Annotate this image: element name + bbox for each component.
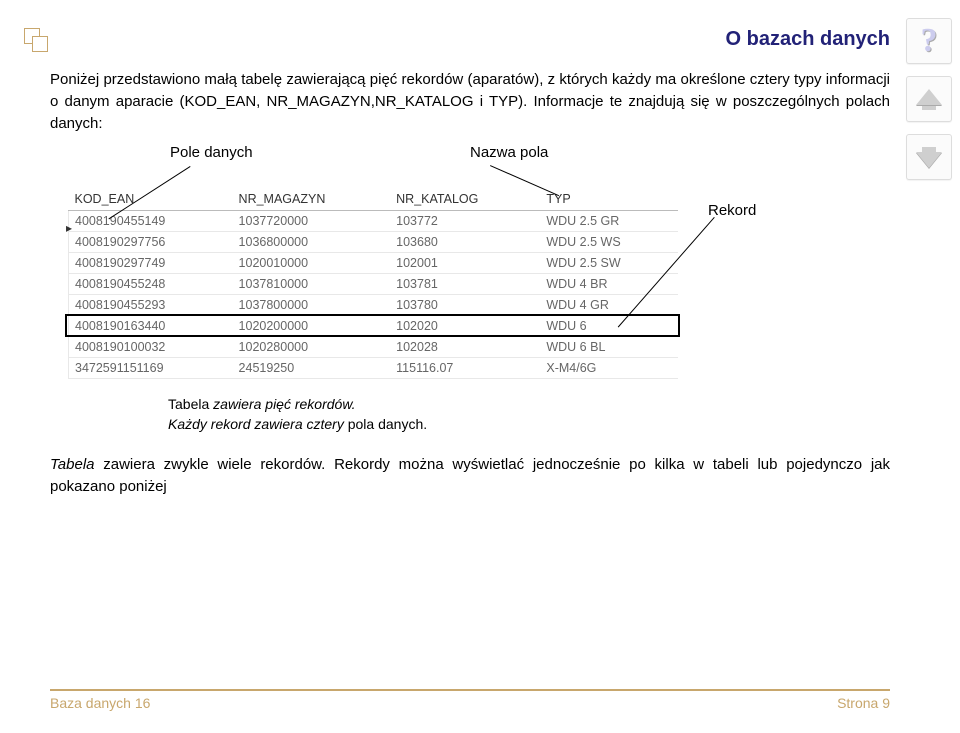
table-cell: WDU 4 BR — [540, 274, 678, 295]
para2-word-tabela: Tabela — [50, 456, 103, 473]
side-nav: ? — [906, 18, 952, 180]
table-cell: 103772 — [390, 211, 540, 232]
table-row: 40081902977491020010000102001WDU 2.5 SW — [69, 253, 679, 274]
table-caption: Tabela zawiera pięć rekordów. Każdy reko… — [168, 395, 890, 434]
table-cell: 4008190455293 — [69, 295, 233, 316]
caption-rest-1: zawiera pięć rekordów. — [213, 396, 355, 412]
arrow-up-icon — [916, 89, 942, 110]
table-cell: 4008190100032 — [69, 337, 233, 358]
data-table: KOD_EANNR_MAGAZYNNR_KATALOGTYP 400819045… — [68, 188, 678, 379]
col-nr_katalog: NR_KATALOG — [390, 188, 540, 211]
table-cell: 4008190455248 — [69, 274, 233, 295]
col-typ: TYP — [540, 188, 678, 211]
table-row: 40081904552481037810000103781WDU 4 BR — [69, 274, 679, 295]
bullet-decor — [24, 28, 44, 48]
current-row-marker: ▸ — [66, 221, 72, 235]
table-cell: 1020280000 — [233, 337, 391, 358]
label-rekord: Rekord — [708, 202, 756, 219]
table-cell: 1020010000 — [233, 253, 391, 274]
para2-rest: zawiera zwykle wiele rekordów. Rekordy m… — [50, 456, 890, 495]
table-row: 40081901000321020280000102028WDU 6 BL — [69, 337, 679, 358]
table-row: 40081902977561036800000103680WDU 2.5 WS — [69, 232, 679, 253]
table-cell: 1037810000 — [233, 274, 391, 295]
caption-rest-2: Każdy rekord zawiera cztery — [168, 416, 348, 432]
table-row: 40081904551491037720000103772WDU 2.5 GR — [69, 211, 679, 232]
table-cell: 4008190297756 — [69, 232, 233, 253]
help-button[interactable]: ? — [906, 18, 952, 64]
table-cell: 4008190297749 — [69, 253, 233, 274]
col-nr_magazyn: NR_MAGAZYN — [233, 188, 391, 211]
table-cell: 102001 — [390, 253, 540, 274]
label-nazwa-pola: Nazwa pola — [470, 144, 548, 161]
table-cell: 4008190163440 — [69, 316, 233, 337]
page-footer: Baza danych 16 Strona 9 — [50, 689, 890, 711]
table-cell: 1037720000 — [233, 211, 391, 232]
caption-word-pola: pola danych. — [348, 416, 427, 432]
table-row: 40081904552931037800000103780WDU 4 GR — [69, 295, 679, 316]
arrow-down-icon — [916, 147, 942, 168]
table-cell: 1036800000 — [233, 232, 391, 253]
footer-left: Baza danych 16 — [50, 695, 150, 711]
table-cell: 1020200000 — [233, 316, 391, 337]
table-cell: WDU 2.5 SW — [540, 253, 678, 274]
table-cell: 103780 — [390, 295, 540, 316]
table-cell: WDU 2.5 WS — [540, 232, 678, 253]
table-cell: 115116.07 — [390, 358, 540, 379]
question-icon: ? — [921, 22, 938, 60]
table-cell: 24519250 — [233, 358, 391, 379]
table-cell: 102028 — [390, 337, 540, 358]
caption-word-tabela: Tabela — [168, 396, 213, 412]
nav-down-button[interactable] — [906, 134, 952, 180]
table-cell: WDU 6 — [540, 316, 678, 337]
table-body: 40081904551491037720000103772WDU 2.5 GR4… — [69, 211, 679, 379]
table-cell: WDU 4 GR — [540, 295, 678, 316]
table-cell: WDU 2.5 GR — [540, 211, 678, 232]
page-topic-title: O bazach danych — [50, 28, 890, 51]
data-table-region: ▸ KOD_EANNR_MAGAZYNNR_KATALOGTYP 4008190… — [68, 188, 678, 379]
table-cell: 103680 — [390, 232, 540, 253]
nav-up-button[interactable] — [906, 76, 952, 122]
table-cell: 1037800000 — [233, 295, 391, 316]
table-row: 347259115116924519250115116.07X-M4/6G — [69, 358, 679, 379]
intro-paragraph: Poniżej przedstawiono małą tabelę zawier… — [50, 69, 890, 134]
closing-paragraph: Tabela zawiera zwykle wiele rekordów. Re… — [50, 454, 890, 498]
table-cell: WDU 6 BL — [540, 337, 678, 358]
table-cell: 4008190455149 — [69, 211, 233, 232]
label-pole-danych: Pole danych — [170, 144, 253, 161]
table-row: 40081901634401020200000102020WDU 6 — [69, 316, 679, 337]
table-cell: 103781 — [390, 274, 540, 295]
table-header-row: KOD_EANNR_MAGAZYNNR_KATALOGTYP — [69, 188, 679, 211]
footer-right: Strona 9 — [837, 695, 890, 711]
annotation-labels: Pole danych Nazwa pola — [50, 144, 890, 168]
table-cell: X-M4/6G — [540, 358, 678, 379]
table-cell: 3472591151169 — [69, 358, 233, 379]
table-cell: 102020 — [390, 316, 540, 337]
